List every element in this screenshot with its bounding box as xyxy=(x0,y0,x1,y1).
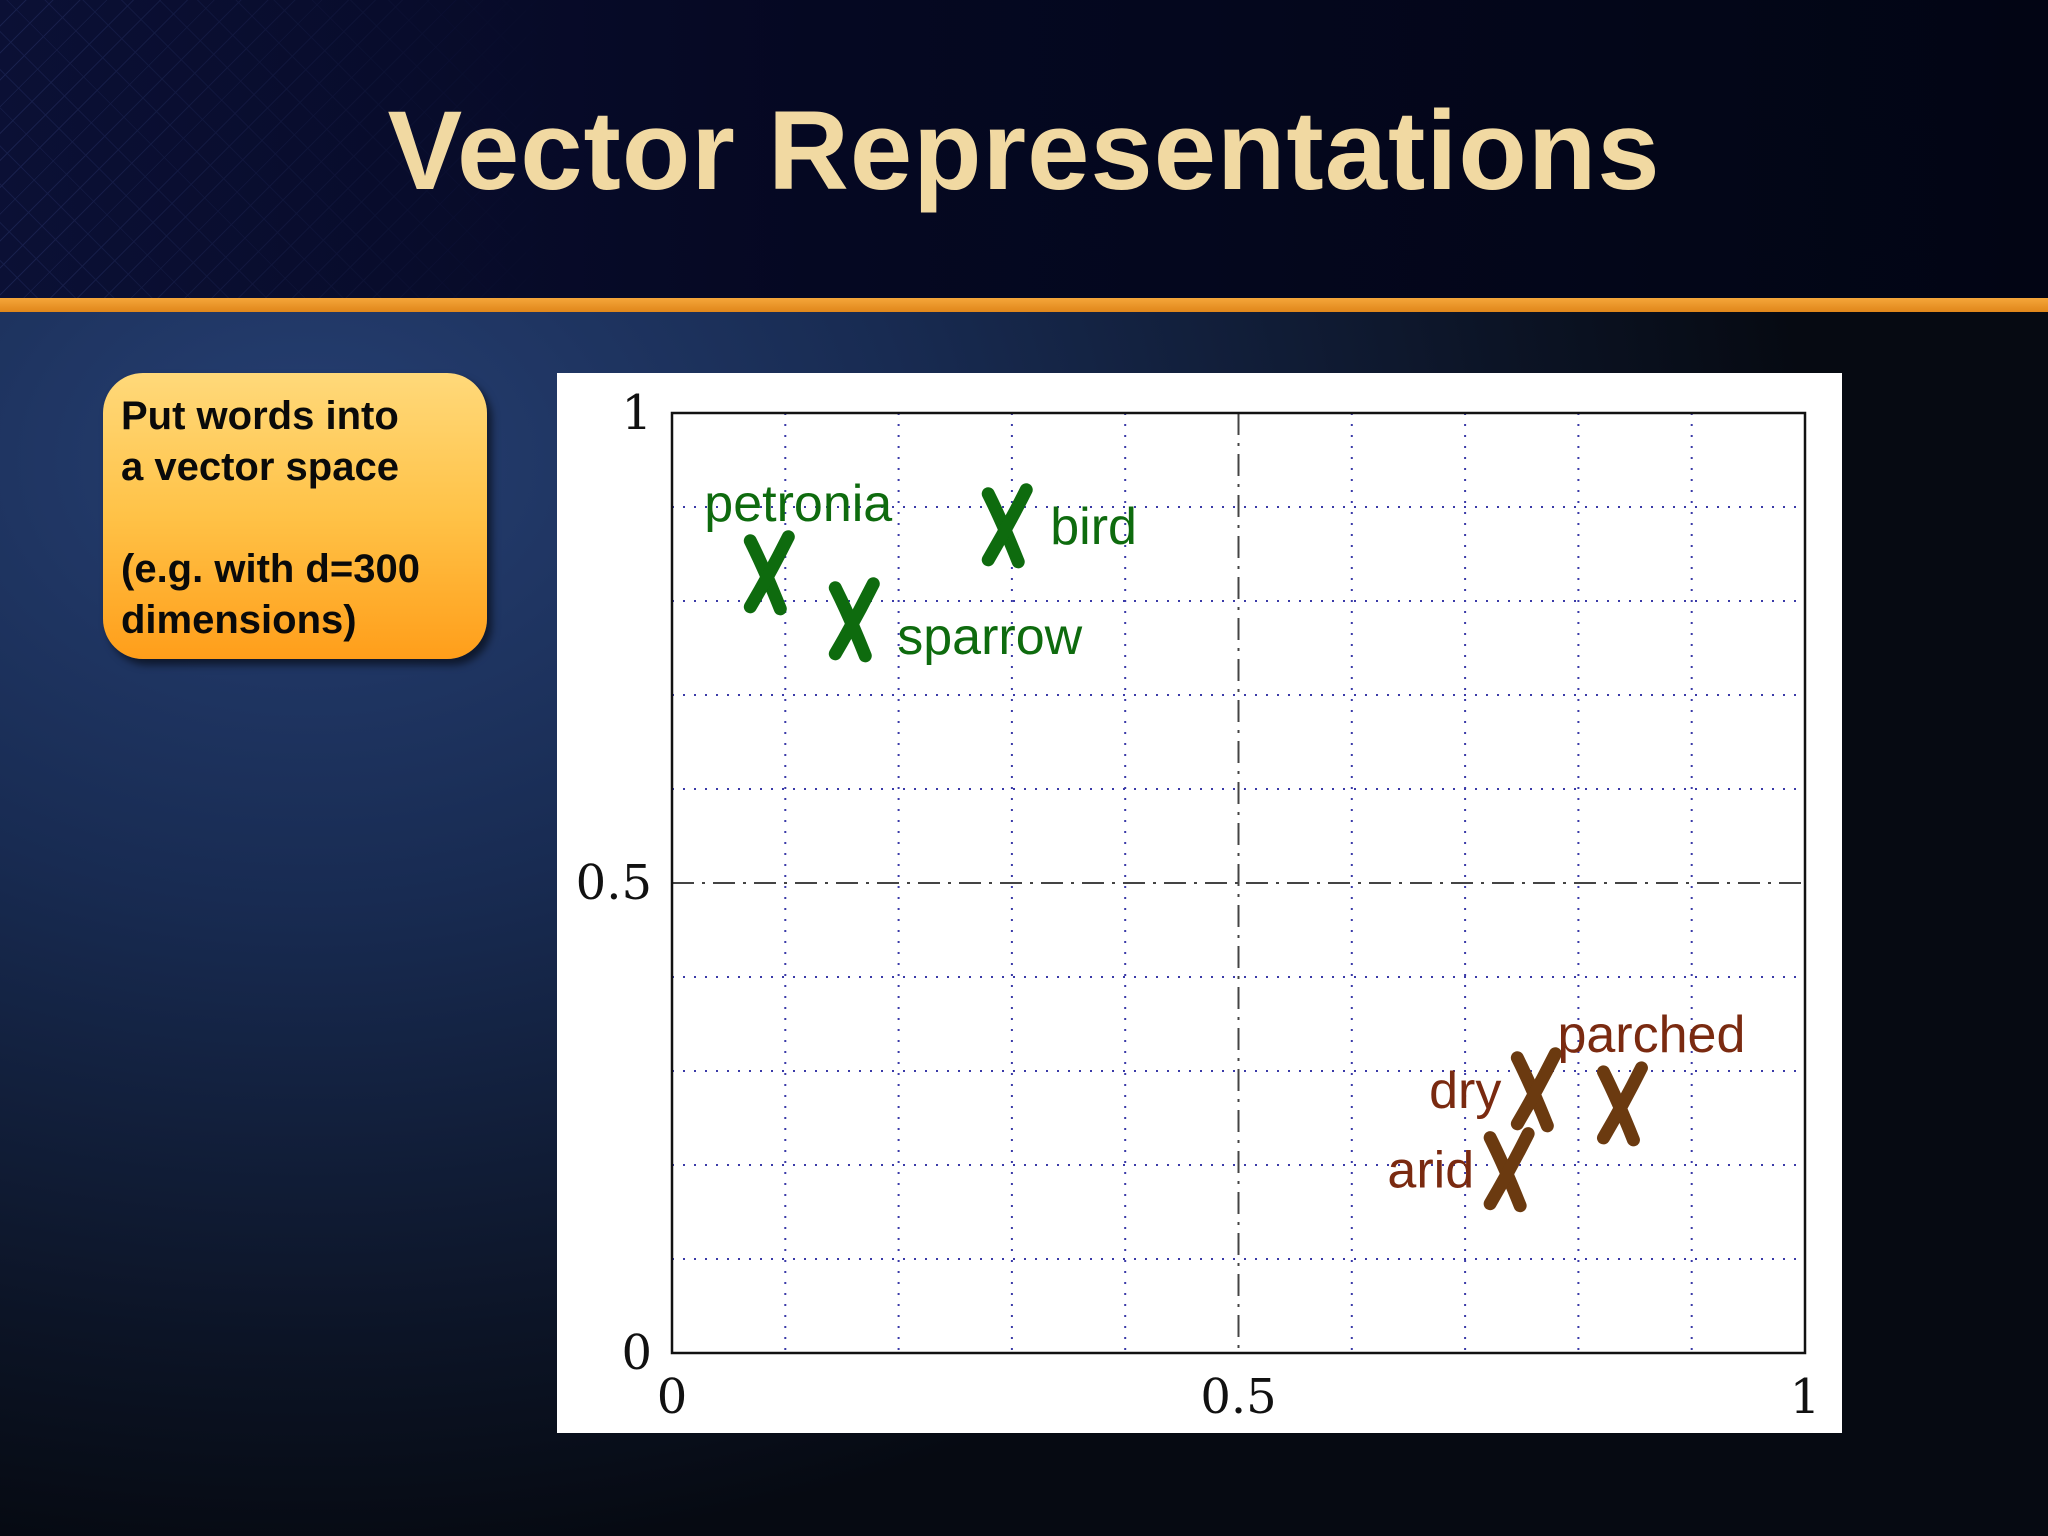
point-arid: arid xyxy=(1387,1127,1535,1213)
marker-sparrow-stroke-b xyxy=(828,577,880,661)
point-bird: bird xyxy=(981,483,1137,569)
marker-arid-stroke-b xyxy=(1483,1127,1535,1211)
point-label-parched: parched xyxy=(1557,1006,1745,1064)
callout-line-3: (e.g. with d=300 xyxy=(121,547,420,591)
marker-bird-stroke-b xyxy=(981,483,1033,567)
slide-title: Vector Representations xyxy=(387,88,1661,213)
scatter-chart: 0 0.5 1 0 0.5 1 petronia bird sparrow dry parched… xyxy=(576,385,1821,1425)
plot-frame xyxy=(670,411,1807,1355)
tick-labels: 0 0.5 1 0 0.5 1 xyxy=(576,385,1821,1425)
x-tick-label: 1 xyxy=(1790,1369,1821,1425)
callout-line-2: a vector space xyxy=(121,445,399,489)
x-tick-label: 0.5 xyxy=(1200,1369,1276,1425)
center-lines xyxy=(672,413,1805,1353)
accent-bar xyxy=(0,298,2048,312)
marker-petronia-stroke-b xyxy=(743,530,795,614)
chart-panel: 0 0.5 1 0 0.5 1 petronia bird sparrow dry parched… xyxy=(557,373,1842,1433)
point-parched: parched xyxy=(1557,1006,1745,1147)
point-label-petronia: petronia xyxy=(704,475,892,533)
data-points: petronia bird sparrow dry parched arid xyxy=(704,475,1745,1213)
y-tick-label: 0.5 xyxy=(576,855,652,911)
point-dry: dry xyxy=(1429,1047,1562,1133)
header-decoration xyxy=(0,0,560,298)
slide-header: Vector Representations xyxy=(0,0,2048,298)
marker-parched-stroke-b xyxy=(1596,1061,1648,1145)
y-tick-label: 1 xyxy=(621,385,652,441)
callout-line-1: Put words into xyxy=(121,394,399,438)
point-label-bird: bird xyxy=(1050,498,1137,556)
point-label-sparrow: sparrow xyxy=(897,608,1082,666)
y-tick-label: 0 xyxy=(621,1325,652,1381)
callout-line-4: dimensions) xyxy=(121,598,357,642)
point-label-arid: arid xyxy=(1387,1142,1474,1200)
point-petronia: petronia xyxy=(704,475,892,616)
x-tick-label: 0 xyxy=(657,1369,688,1425)
callout-box: Put words into a vector space (e.g. with… xyxy=(103,373,487,659)
point-sparrow: sparrow xyxy=(828,577,1083,666)
point-label-dry: dry xyxy=(1429,1062,1501,1120)
marker-dry-stroke-b xyxy=(1510,1047,1562,1131)
